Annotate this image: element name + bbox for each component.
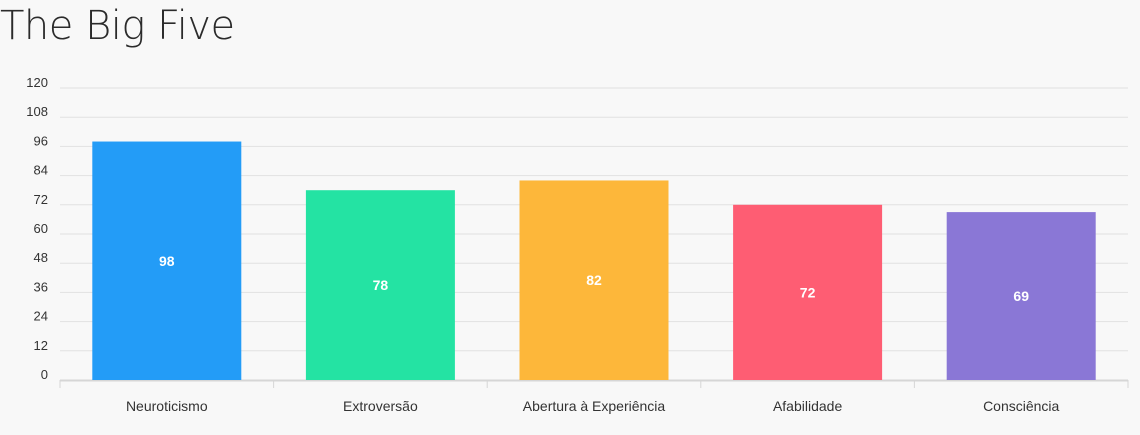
data-labels: 98 78 82 72 69 (159, 253, 1029, 304)
bar[interactable] (92, 141, 242, 380)
y-tick-label: 84 (34, 163, 48, 178)
data-label: 82 (586, 272, 602, 288)
y-tick-label: 96 (34, 133, 48, 148)
y-tick-label: 60 (34, 221, 48, 236)
bar[interactable] (305, 190, 455, 380)
y-tick-label: 72 (34, 192, 48, 207)
y-tick-label: 108 (26, 104, 48, 119)
y-tick-label: 36 (34, 279, 48, 294)
y-tick-label: 120 (26, 75, 48, 90)
y-axis: 0 12 24 36 48 60 72 84 96 108 120 (26, 75, 48, 382)
x-tick-label: Neuroticismo (126, 398, 208, 414)
x-tick-label: Consciência (983, 398, 1059, 414)
data-label: 69 (1013, 288, 1029, 304)
bar[interactable] (733, 204, 883, 380)
data-label: 72 (800, 284, 816, 300)
data-label: 98 (159, 253, 175, 269)
x-axis: Neuroticismo Extroversão Abertura à Experi… (59, 379, 1129, 414)
y-tick-label: 24 (34, 309, 48, 324)
data-label: 78 (373, 277, 389, 293)
y-tick-label: 48 (34, 250, 48, 265)
y-tick-label: 12 (34, 338, 48, 353)
bar[interactable] (946, 212, 1096, 380)
x-tick-label: Extroversão (343, 398, 418, 414)
y-tick-label: 0 (41, 367, 48, 382)
bar[interactable] (519, 180, 669, 380)
x-tick-label: Abertura à Experiência (523, 398, 666, 414)
bars (92, 141, 1096, 380)
chart-title: The Big Five (0, 3, 235, 49)
x-tick-label: Afabilidade (773, 398, 842, 414)
